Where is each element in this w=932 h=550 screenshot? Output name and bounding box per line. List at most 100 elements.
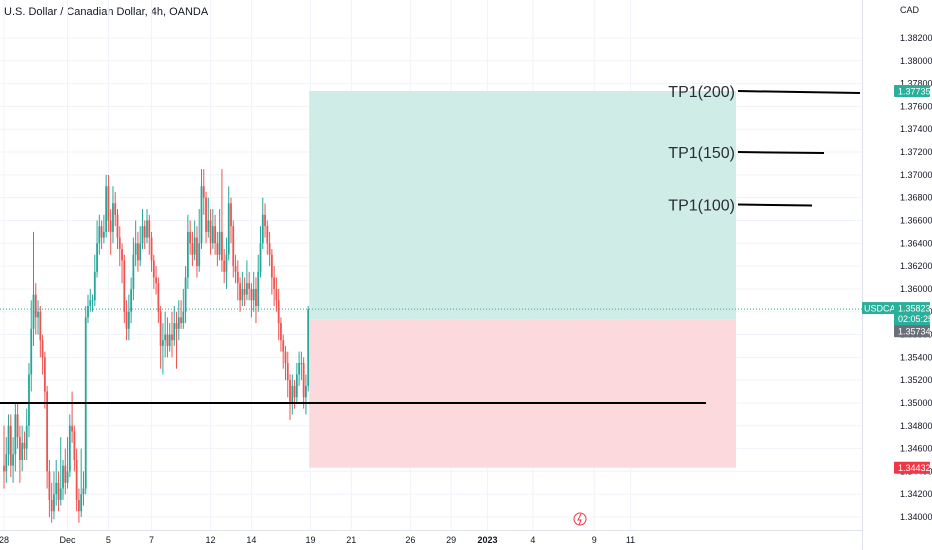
candle-body: [162, 340, 164, 346]
candle-body: [168, 334, 171, 346]
candle-body: [132, 254, 135, 289]
candle-body: [82, 488, 85, 495]
candle-body: [214, 226, 217, 244]
candle-body: [146, 220, 148, 238]
candle-body: [209, 220, 212, 244]
candle-body: [98, 226, 101, 244]
candle-body: [100, 226, 103, 238]
lightning-icon: [573, 512, 587, 526]
candle-body: [221, 231, 223, 261]
candle-body: [173, 323, 176, 341]
candle-body: [232, 226, 235, 267]
symbol-text: USDCAD: [864, 304, 903, 314]
candle-body: [159, 311, 162, 346]
x-tick-label: 9: [592, 535, 597, 545]
candle-body: [121, 248, 123, 261]
candle-body: [196, 237, 198, 267]
candle-body: [134, 243, 137, 255]
y-tick-label: 1.34600: [900, 444, 932, 454]
candle-body: [14, 414, 17, 455]
candle-body: [39, 311, 42, 341]
x-tick-label: 4: [530, 535, 535, 545]
candle-body: [307, 309, 310, 386]
y-tick-label: 1.36000: [900, 284, 932, 294]
candle-body: [91, 300, 94, 302]
entry-text: 1.35734: [898, 327, 931, 337]
y-tick-label: 1.38000: [900, 56, 932, 66]
candle-body: [18, 437, 21, 460]
y-tick-label: 1.38200: [900, 33, 932, 43]
candle-body: [239, 283, 241, 301]
candle-body: [177, 317, 180, 329]
candle-body: [261, 214, 264, 244]
candle-body: [295, 374, 298, 398]
candle-body: [171, 334, 173, 341]
symbol-badge: [862, 302, 894, 315]
y-tick-label: 1.37400: [900, 124, 932, 134]
candle-body: [57, 482, 60, 500]
y-tick-label: 1.37200: [900, 147, 932, 157]
candle-body: [46, 391, 49, 472]
candle-body: [93, 271, 96, 301]
candle-body: [182, 311, 185, 324]
candle-body: [282, 340, 285, 352]
candle-body: [112, 203, 114, 232]
candle-body: [109, 220, 112, 232]
candle-body: [50, 499, 53, 512]
candle-body: [3, 465, 5, 472]
candle-body: [180, 317, 182, 324]
candle-body: [116, 214, 119, 238]
x-tick-label: 26: [405, 535, 415, 545]
candle-body: [250, 288, 253, 301]
candle-body: [286, 363, 289, 381]
tp-price-badge: [894, 85, 930, 98]
candle-body: [7, 425, 10, 455]
candle-body: [189, 231, 192, 244]
candle-body: [157, 283, 160, 312]
profit-zone: [309, 91, 736, 320]
lightning-icon-glyph: [577, 513, 582, 526]
candle-body: [225, 254, 228, 272]
candle-body: [28, 374, 30, 426]
candle-body: [216, 243, 219, 255]
candle-body: [150, 237, 153, 261]
y-tick-label: 1.36200: [900, 261, 932, 271]
candle-body: [218, 231, 221, 255]
candle-body: [78, 499, 80, 512]
chart-title: U.S. Dollar / Canadian Dollar, 4h, OANDA: [4, 6, 209, 18]
candle-body: [34, 294, 37, 318]
candle-body: [139, 243, 142, 261]
x-tick-label: 11: [626, 535, 635, 545]
candle-body: [32, 294, 35, 329]
candle-body: [243, 288, 246, 295]
candle-body: [248, 283, 251, 289]
candle-body: [289, 380, 291, 403]
x-tick-label: 2023: [477, 535, 497, 545]
candle-body: [141, 226, 144, 244]
candle-body: [5, 454, 8, 472]
candle-body: [227, 203, 230, 255]
candle-body: [191, 243, 194, 255]
candle-body: [87, 306, 89, 318]
candle-body: [166, 334, 169, 346]
candle-body: [264, 214, 266, 227]
tp-line: [737, 90, 861, 95]
x-tick-label: 14: [246, 535, 256, 545]
tp-price-text: 1.37735: [898, 87, 931, 97]
y-tick-label: 1.34800: [900, 421, 932, 431]
candle-body: [62, 465, 64, 489]
tp-line: [737, 203, 813, 207]
candle-body: [223, 260, 226, 272]
candle-body: [257, 271, 260, 307]
currency-label: CAD: [900, 5, 920, 15]
candle-body: [255, 288, 257, 307]
candle-body: [66, 471, 69, 483]
y-tick-label: 1.36400: [900, 238, 932, 248]
candle-body: [205, 197, 207, 232]
candle-body: [43, 357, 46, 392]
candle-body: [164, 334, 167, 341]
candle-body: [280, 323, 282, 341]
candle-body: [252, 288, 255, 301]
candle-body: [236, 271, 239, 284]
